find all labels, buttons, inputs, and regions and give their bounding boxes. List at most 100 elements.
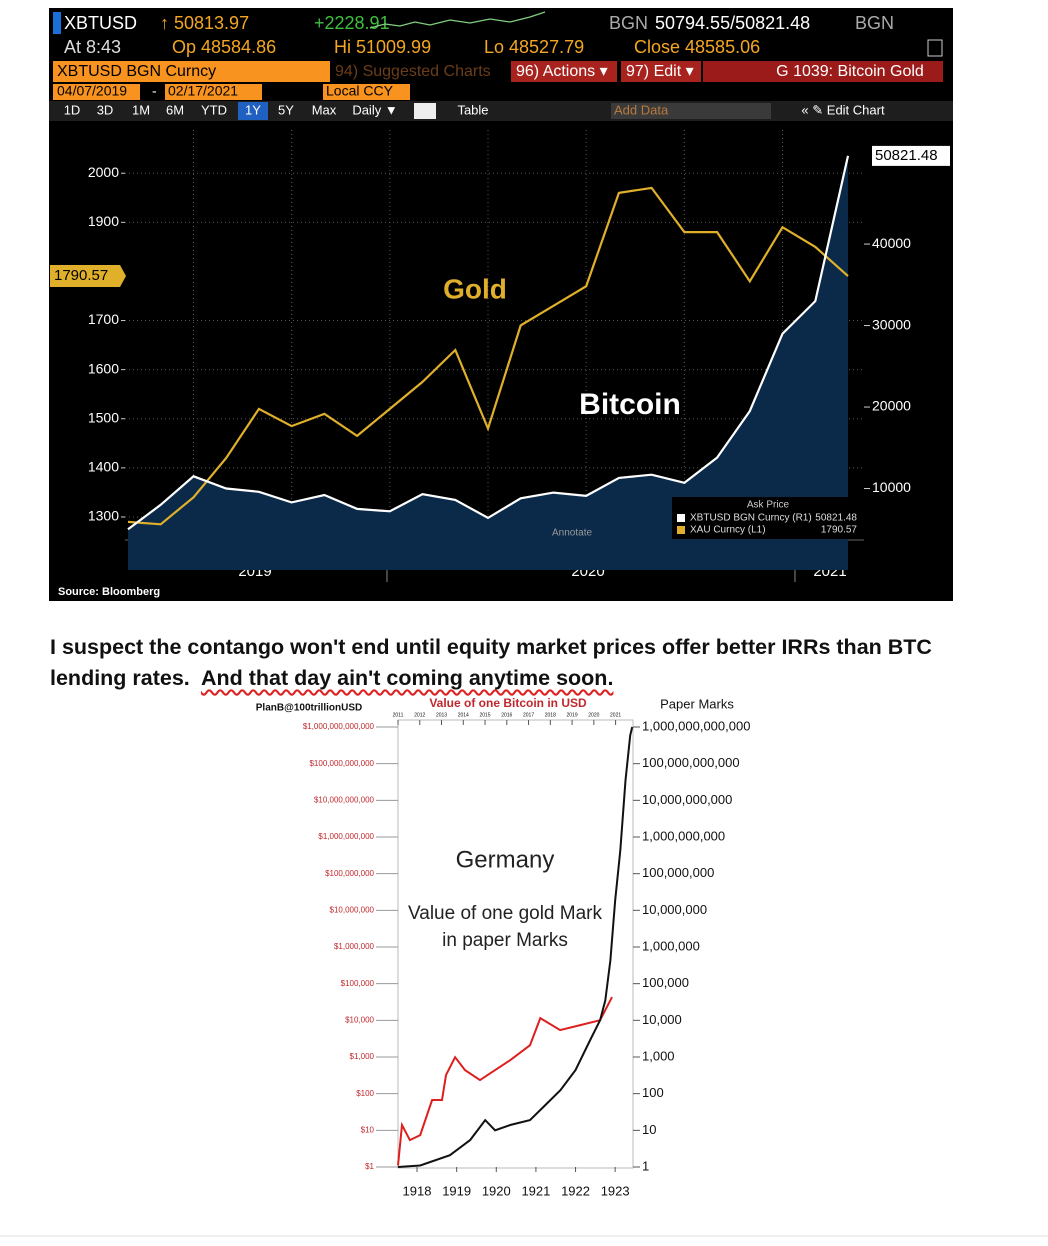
menu-button[interactable] bbox=[511, 61, 617, 82]
last-value-box bbox=[872, 145, 950, 166]
currency[interactable]: Local CCY bbox=[326, 83, 394, 99]
legend-title: Ask Price bbox=[747, 500, 790, 511]
end-date[interactable]: 02/17/2021 bbox=[168, 83, 238, 99]
change: +2228.91 bbox=[314, 13, 390, 33]
date-box[interactable] bbox=[165, 84, 262, 100]
legend-value: 1790.57 bbox=[821, 525, 858, 536]
annotation-title: Germany bbox=[456, 846, 555, 873]
y2-tick-label: 100,000,000 bbox=[642, 865, 714, 880]
y2-tick-label: 1,000,000 bbox=[642, 938, 700, 953]
x-tick-label: 1920 bbox=[482, 1183, 511, 1198]
y-tick-label: 2000 bbox=[88, 164, 119, 180]
icon[interactable] bbox=[927, 39, 943, 57]
period[interactable]: 1D bbox=[64, 102, 81, 117]
credit: PlanB@100trillionUSD bbox=[256, 703, 362, 714]
y-tick-label: $10,000,000,000 bbox=[314, 795, 375, 804]
y-tick-label: $1,000,000,000,000 bbox=[303, 722, 375, 731]
y-tick-label: 1500 bbox=[88, 409, 119, 425]
y2-tick-label: 10,000,000 bbox=[642, 902, 707, 917]
menu-item[interactable]: 96) Actions ▾ bbox=[516, 63, 608, 80]
annotation: Bitcoin bbox=[579, 388, 681, 421]
series-line bbox=[127, 155, 850, 531]
source: Source: Bloomberg bbox=[58, 586, 160, 598]
y-tick-label: $1,000,000,000 bbox=[318, 832, 374, 841]
start-date[interactable]: 04/07/2019 bbox=[57, 83, 127, 99]
chart-icon[interactable] bbox=[414, 103, 436, 119]
y2-axis-label: Paper Marks bbox=[660, 696, 734, 711]
annotate-button: Annotate bbox=[552, 528, 592, 539]
legend-swatch bbox=[677, 526, 685, 534]
plot-frame bbox=[397, 719, 634, 1169]
legend-bg bbox=[672, 497, 864, 539]
currency-box[interactable] bbox=[323, 84, 410, 100]
menu-item[interactable]: 94) Suggested Charts bbox=[335, 63, 491, 80]
x2-tick-label: 2012 bbox=[414, 712, 425, 718]
sparkline bbox=[369, 11, 546, 29]
time: At 8:43 bbox=[64, 37, 121, 57]
y-tick-label: 1700 bbox=[88, 311, 119, 327]
table-button[interactable]: Table bbox=[457, 102, 488, 117]
y-tick-label: $100 bbox=[356, 1089, 374, 1098]
bgn-label: BGN bbox=[609, 13, 648, 33]
x-tick-label: 1918 bbox=[403, 1183, 432, 1198]
menu-item[interactable]: 97) Edit ▾ bbox=[626, 63, 694, 80]
x2-tick-label: 2017 bbox=[523, 712, 534, 718]
period-selected bbox=[238, 102, 268, 120]
y2-tick-label: 100,000,000,000 bbox=[642, 755, 740, 770]
series-line bbox=[397, 996, 613, 1166]
y-tick-label: 1600 bbox=[88, 360, 119, 376]
period[interactable]: 3D bbox=[97, 102, 114, 117]
bloomberg-chart: 1300 1400 1500 1600 1700 1900 2000 10000 20000 30… bbox=[50, 130, 950, 598]
period[interactable]: 6M bbox=[166, 102, 184, 117]
x2-tick-label: 2013 bbox=[436, 712, 447, 718]
last-value-label: 1790.57 bbox=[54, 267, 108, 284]
x2-tick-label: 2011 bbox=[393, 712, 404, 718]
edit-chart[interactable]: « ✎ Edit Chart bbox=[801, 102, 885, 117]
y-tick-label: $10,000,000 bbox=[330, 905, 375, 914]
last-value-box bbox=[50, 265, 126, 288]
period[interactable]: 1Y bbox=[245, 102, 261, 117]
series-line bbox=[127, 186, 849, 526]
y-tick-label: 1900 bbox=[88, 213, 119, 229]
y-tick-label: $1,000,000 bbox=[334, 942, 375, 951]
x-tick-label: 1923 bbox=[601, 1183, 630, 1198]
period[interactable]: 5Y bbox=[278, 102, 294, 117]
x2-tick-label: 2018 bbox=[545, 712, 556, 718]
add-data-box[interactable] bbox=[611, 103, 771, 119]
x2-tick-label: 2015 bbox=[479, 712, 490, 718]
y2-tick-label: 1,000,000,000 bbox=[642, 828, 725, 843]
low: Lo 48527.79 bbox=[484, 37, 584, 57]
security-box[interactable] bbox=[53, 61, 330, 82]
menu-button[interactable] bbox=[621, 61, 701, 82]
annotation: Value of one gold Mark bbox=[408, 903, 602, 924]
period[interactable]: Max bbox=[312, 102, 337, 117]
y2-tick-label: 10000 bbox=[872, 479, 911, 495]
y-tick-label: $100,000,000,000 bbox=[309, 759, 374, 768]
security: XBTUSD BGN Curncy bbox=[57, 63, 216, 80]
x2-tick-label: 2021 bbox=[610, 712, 621, 718]
y-tick-label: $1 bbox=[365, 1162, 374, 1171]
last-price: ↑ 50813.97 bbox=[160, 13, 249, 33]
frequency[interactable]: Daily ▼ bbox=[352, 102, 397, 117]
x2-tick-label: 2019 bbox=[567, 712, 578, 718]
y2-tick-label: 100 bbox=[642, 1085, 664, 1100]
annotation: Gold bbox=[443, 273, 507, 304]
y-tick-label: $10 bbox=[361, 1125, 375, 1134]
bid-ask: 50794.55/50821.48 bbox=[655, 13, 810, 33]
sentence: And that day ain't coming anytime soon. bbox=[200, 666, 614, 690]
period[interactable]: YTD bbox=[201, 102, 227, 117]
y2-tick-label: 100,000 bbox=[642, 975, 689, 990]
period[interactable]: 1M bbox=[132, 102, 150, 117]
y2-tick-label: 20000 bbox=[872, 398, 911, 414]
sentence: I suspect the contango won't end until e… bbox=[50, 635, 932, 690]
y2-tick-label: 40000 bbox=[872, 235, 911, 251]
bgn-label: BGN bbox=[855, 13, 894, 33]
date-box[interactable] bbox=[53, 84, 140, 100]
add-data[interactable]: Add Data bbox=[614, 102, 669, 117]
close: Close 48585.06 bbox=[634, 37, 760, 57]
chart-name: G 1039: Bitcoin Gold bbox=[776, 63, 924, 80]
open: Op 48584.86 bbox=[172, 37, 276, 57]
x-tick-label: 1921 bbox=[521, 1183, 550, 1198]
annotation: in paper Marks bbox=[442, 930, 568, 951]
